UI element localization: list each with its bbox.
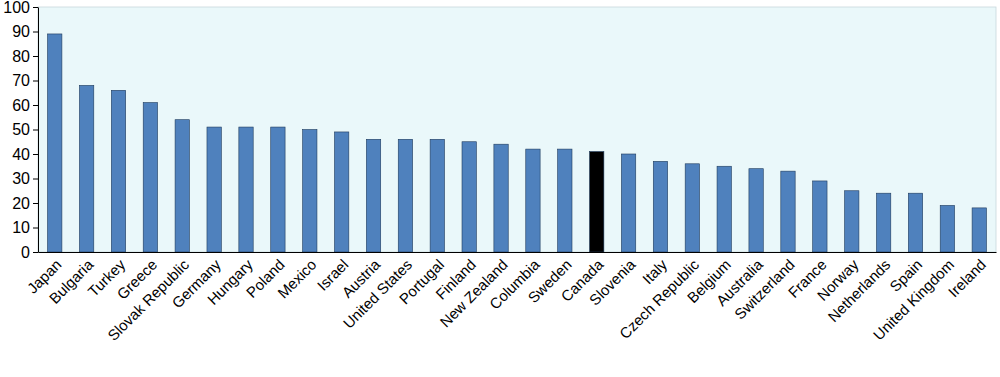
- x-axis-line: [39, 252, 997, 253]
- bar: [558, 149, 572, 252]
- y-tick: 100: [3, 0, 38, 16]
- y-axis-line: [38, 8, 39, 253]
- y-tick-label: 0: [21, 244, 30, 261]
- x-tick: Hungary: [204, 252, 256, 308]
- bar: [685, 164, 699, 252]
- x-tick-label: Bulgaria: [46, 255, 97, 306]
- x-tick-label: United Kingdom: [870, 256, 957, 343]
- x-axis: JapanBulgariaTurkeyGreeceSlovak Republic…: [24, 252, 997, 344]
- bar: [526, 149, 540, 252]
- bar: [940, 205, 954, 252]
- y-tick-label: 30: [12, 170, 30, 187]
- bar: [430, 139, 444, 252]
- bar: [908, 193, 922, 252]
- bar: [653, 161, 667, 252]
- x-tick: Mexico: [274, 252, 320, 301]
- y-tick-mark: [33, 32, 38, 33]
- bar: [111, 90, 125, 252]
- y-tick-label: 20: [12, 195, 30, 212]
- y-tick-mark: [33, 203, 38, 204]
- chart: 0 10 20 30 40 50 60 70 80 90 100 JapanBulgariaTurke…: [0, 0, 1000, 377]
- y-tick-label: 50: [12, 121, 30, 138]
- y-axis: 0 10 20 30 40 50 60 70 80 90 100: [3, 0, 38, 261]
- bar: [590, 152, 604, 252]
- bar: [334, 132, 348, 252]
- y-tick-label: 90: [12, 23, 30, 40]
- bar: [845, 191, 859, 252]
- bars: [48, 34, 987, 252]
- bar: [462, 142, 476, 252]
- y-tick-label: 60: [12, 97, 30, 114]
- bar: [876, 193, 890, 252]
- y-tick: 90: [12, 23, 38, 40]
- x-tick: Netherlands: [824, 252, 893, 325]
- bar: [621, 154, 635, 252]
- plot: 0 10 20 30 40 50 60 70 80 90 100 JapanBulgariaTurke…: [3, 0, 996, 344]
- y-tick-label: 70: [12, 72, 30, 89]
- y-tick: 10: [12, 219, 38, 236]
- y-tick-label: 100: [3, 0, 30, 16]
- y-tick-label: 40: [12, 146, 30, 163]
- x-tick-label: Netherlands: [824, 256, 893, 325]
- y-tick-mark: [33, 130, 38, 131]
- y-tick-label: 80: [12, 48, 30, 65]
- x-tick-label: Portugal: [396, 256, 448, 308]
- bar: [813, 181, 827, 252]
- bar: [239, 127, 253, 252]
- x-tick-label: Slovenia: [586, 255, 639, 308]
- y-tick-mark: [33, 228, 38, 229]
- bar: [366, 139, 380, 252]
- x-tick: Ireland: [945, 252, 989, 300]
- bar: [175, 120, 189, 252]
- y-tick: 70: [12, 72, 38, 89]
- bar: [303, 130, 317, 253]
- bar: [717, 166, 731, 252]
- x-tick-label: Ireland: [945, 256, 989, 300]
- y-tick-mark: [33, 179, 38, 180]
- y-tick: 40: [12, 146, 38, 163]
- bar: [749, 169, 763, 252]
- x-tick-label: Hungary: [204, 255, 256, 307]
- bar: [398, 139, 412, 252]
- y-tick: 20: [12, 195, 38, 212]
- x-tick: United Kingdom: [870, 252, 957, 343]
- y-tick-mark: [33, 7, 38, 8]
- bar: [972, 208, 986, 252]
- y-tick: 50: [12, 121, 38, 138]
- bar: [143, 103, 157, 252]
- bar: [494, 144, 508, 252]
- y-tick-label: 10: [12, 219, 30, 236]
- y-tick: 80: [12, 48, 38, 65]
- y-tick: 0: [21, 244, 38, 261]
- bar: [207, 127, 221, 252]
- x-tick: Slovenia: [586, 252, 639, 309]
- y-tick: 30: [12, 170, 38, 187]
- y-tick-mark: [33, 56, 38, 57]
- bar: [271, 127, 285, 252]
- plot-background: [38, 7, 996, 252]
- x-tick: Bulgaria: [46, 252, 97, 307]
- x-tick-label: Mexico: [274, 256, 320, 302]
- y-tick-mark: [33, 252, 38, 253]
- y-tick-mark: [33, 154, 38, 155]
- y-tick-mark: [33, 81, 38, 82]
- bar: [48, 34, 62, 252]
- bar: [79, 85, 93, 252]
- y-tick: 60: [12, 97, 38, 114]
- y-tick-mark: [33, 105, 38, 106]
- bar: [781, 171, 795, 252]
